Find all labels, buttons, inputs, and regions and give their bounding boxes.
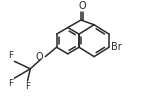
Text: F: F	[25, 82, 30, 91]
Text: O: O	[36, 52, 43, 62]
Text: F: F	[8, 51, 13, 60]
Text: F: F	[8, 79, 13, 88]
Text: O: O	[78, 1, 86, 11]
Text: Br: Br	[111, 42, 122, 52]
